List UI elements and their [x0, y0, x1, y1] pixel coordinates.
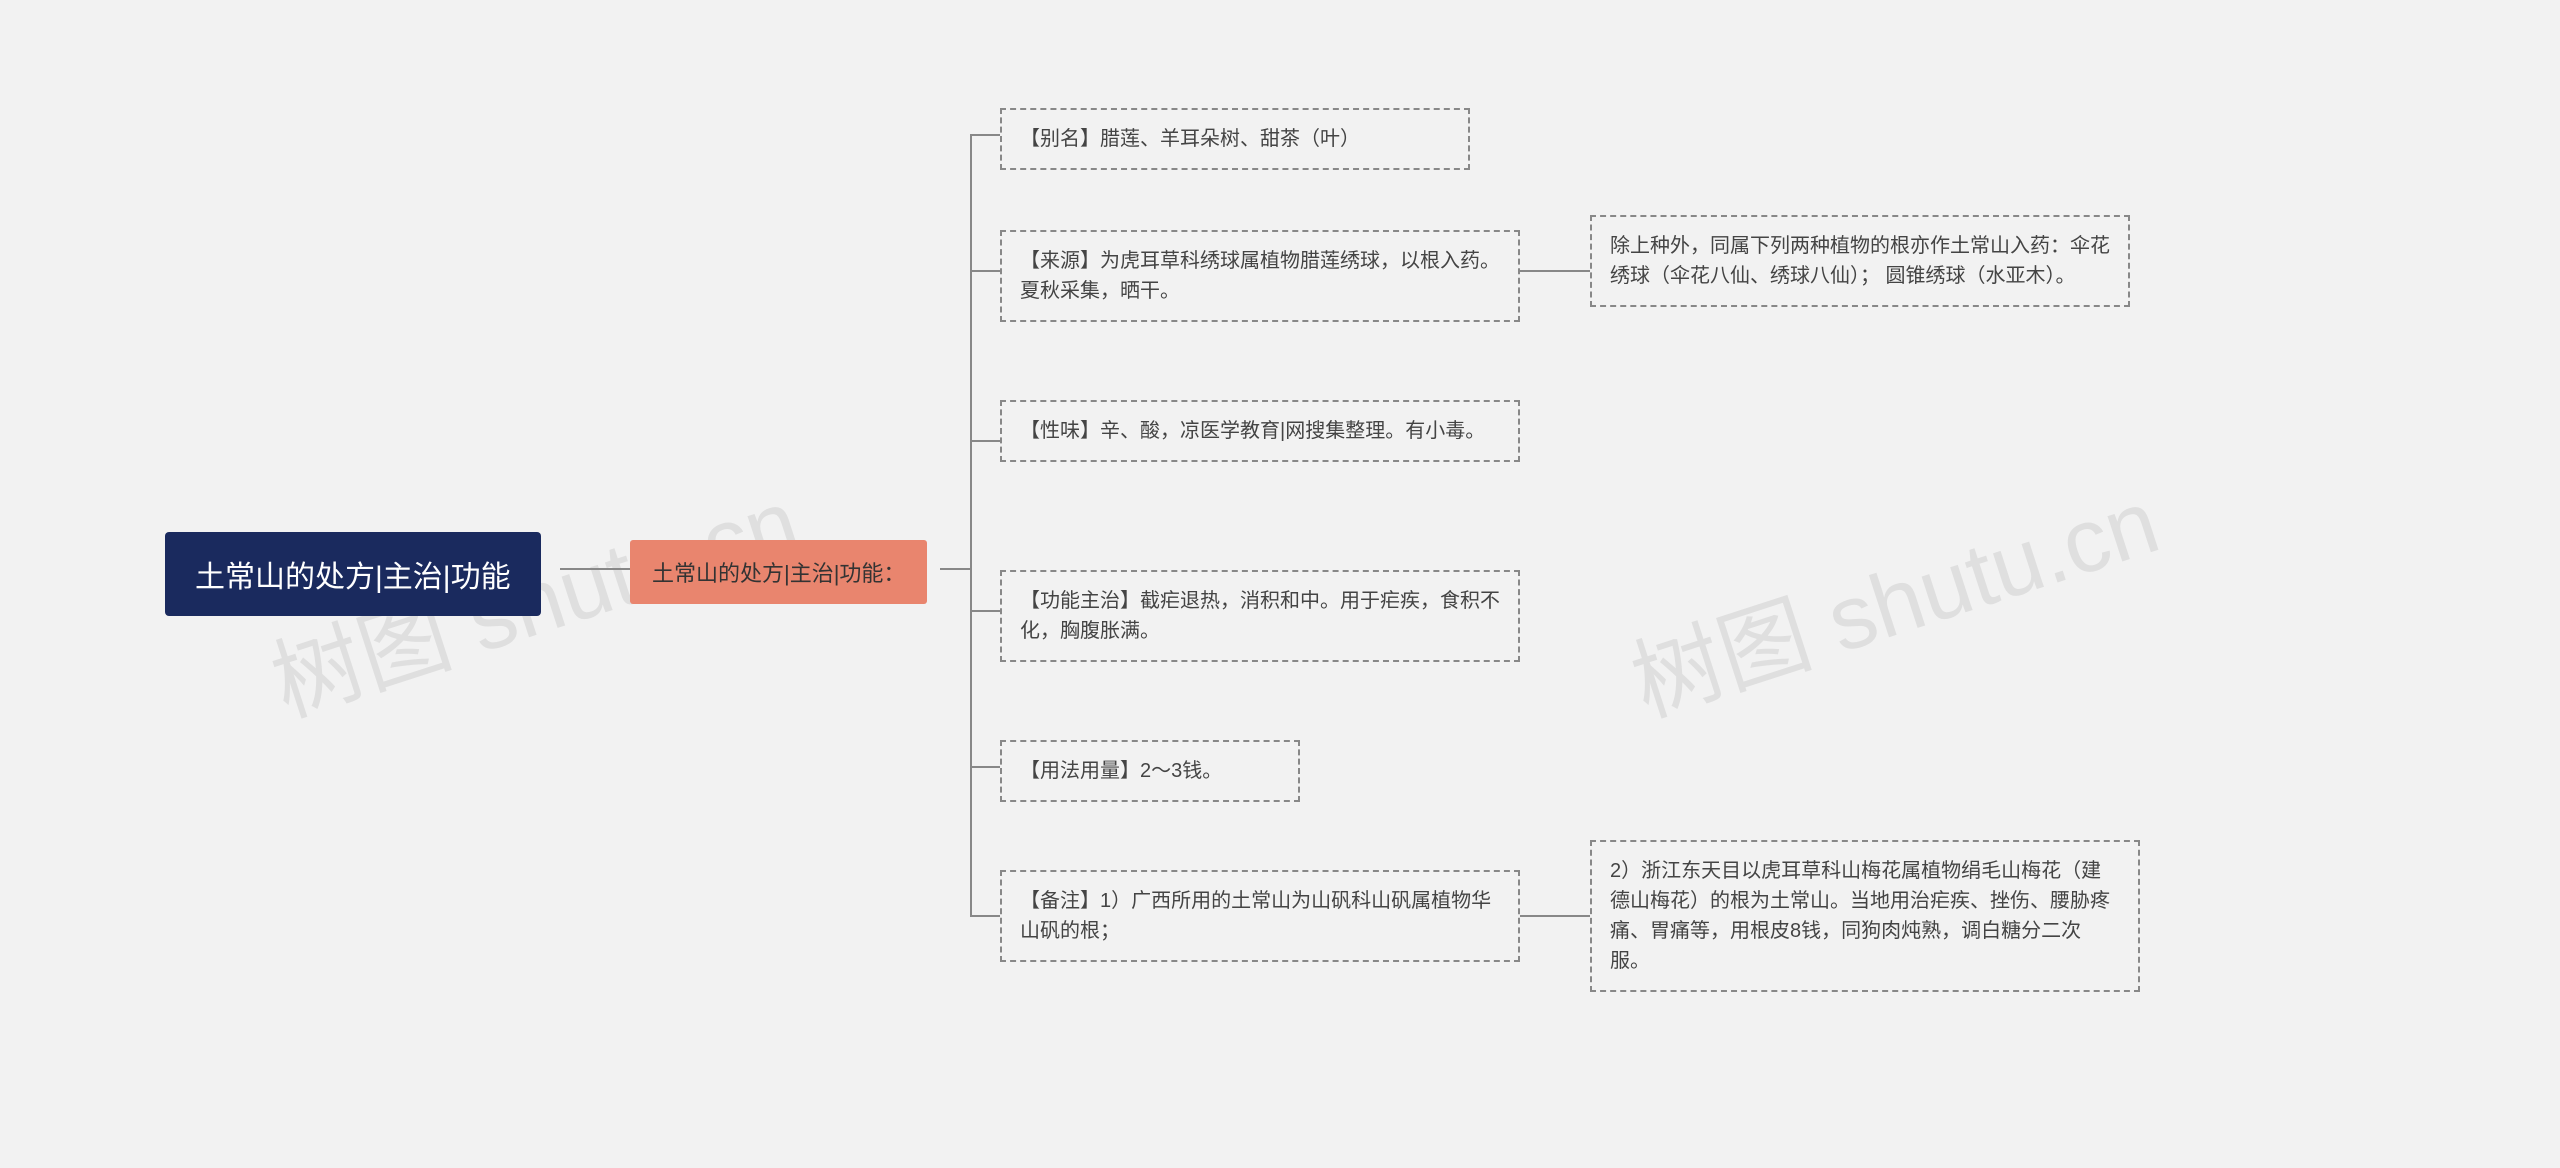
- connector: [970, 134, 972, 916]
- connector: [970, 440, 1000, 442]
- connector: [940, 568, 970, 570]
- connector: [970, 134, 1000, 136]
- connector: [1520, 270, 1590, 272]
- watermark-2: 树图 shutu.cn: [1613, 449, 2172, 741]
- root-node[interactable]: 土常山的处方|主治|功能: [165, 532, 541, 616]
- connector: [970, 610, 1000, 612]
- leaf-remark-extra[interactable]: 2）浙江东天目以虎耳草科山梅花属植物绢毛山梅花（建德山梅花）的根为土常山。当地用…: [1590, 840, 2140, 992]
- connector: [970, 766, 1000, 768]
- leaf-dosage[interactable]: 【用法用量】2～3钱。: [1000, 740, 1300, 802]
- leaf-source[interactable]: 【来源】为虎耳草科绣球属植物腊莲绣球，以根入药。夏秋采集，晒干。: [1000, 230, 1520, 322]
- connector: [560, 568, 630, 570]
- leaf-source-extra[interactable]: 除上种外，同属下列两种植物的根亦作土常山入药：伞花绣球（伞花八仙、绣球八仙）； …: [1590, 215, 2130, 307]
- connector: [1520, 915, 1590, 917]
- connector: [970, 915, 1000, 917]
- leaf-nature[interactable]: 【性味】辛、酸，凉医学教育|网搜集整理。有小毒。: [1000, 400, 1520, 462]
- leaf-remark[interactable]: 【备注】1）广西所用的土常山为山矾科山矾属植物华山矾的根；: [1000, 870, 1520, 962]
- leaf-function[interactable]: 【功能主治】截疟退热，消积和中。用于疟疾，食积不化，胸腹胀满。: [1000, 570, 1520, 662]
- connector: [970, 270, 1000, 272]
- leaf-alias[interactable]: 【别名】腊莲、羊耳朵树、甜茶（叶）: [1000, 108, 1470, 170]
- sub-node[interactable]: 土常山的处方|主治|功能：: [630, 540, 927, 604]
